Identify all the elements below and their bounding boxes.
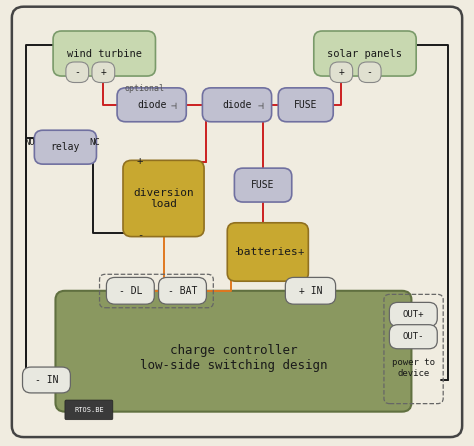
Text: -: - [367, 67, 373, 77]
Text: ⊣: ⊣ [258, 101, 264, 111]
FancyBboxPatch shape [106, 277, 155, 304]
Text: charge controller
low-side switching design: charge controller low-side switching des… [140, 344, 327, 372]
FancyBboxPatch shape [66, 62, 89, 83]
Text: +: + [297, 247, 304, 256]
Text: -: - [74, 67, 80, 77]
Text: power to
device: power to device [392, 358, 435, 378]
Text: optional: optional [125, 84, 164, 93]
Text: NO: NO [25, 138, 35, 147]
Text: -: - [137, 231, 143, 240]
FancyBboxPatch shape [117, 88, 186, 122]
Text: -: - [233, 247, 240, 256]
Text: diversion
load: diversion load [133, 188, 194, 209]
FancyBboxPatch shape [158, 277, 206, 304]
Text: - BAT: - BAT [168, 286, 197, 296]
Text: relay: relay [51, 142, 80, 152]
FancyBboxPatch shape [55, 291, 411, 412]
FancyBboxPatch shape [330, 62, 353, 83]
Text: FUSE: FUSE [251, 180, 275, 190]
Text: wind turbine: wind turbine [67, 49, 142, 58]
Text: RTOS.BE: RTOS.BE [74, 407, 104, 413]
Text: +: + [100, 67, 106, 77]
FancyBboxPatch shape [202, 88, 272, 122]
Text: ⊣: ⊣ [171, 101, 176, 111]
Text: - IN: - IN [35, 375, 58, 385]
FancyBboxPatch shape [35, 130, 97, 164]
FancyBboxPatch shape [12, 7, 462, 437]
FancyBboxPatch shape [92, 62, 115, 83]
FancyBboxPatch shape [390, 325, 437, 349]
Text: +: + [137, 156, 143, 165]
Text: FUSE: FUSE [294, 100, 318, 110]
FancyBboxPatch shape [53, 31, 155, 76]
Text: OUT+: OUT+ [402, 310, 424, 319]
Text: batteries: batteries [237, 247, 298, 257]
FancyBboxPatch shape [227, 223, 308, 281]
Text: diode: diode [222, 100, 252, 110]
FancyBboxPatch shape [123, 160, 204, 236]
FancyBboxPatch shape [65, 400, 113, 420]
Text: diode: diode [137, 100, 166, 110]
FancyBboxPatch shape [390, 302, 437, 326]
FancyBboxPatch shape [23, 367, 71, 393]
Text: solar panels: solar panels [328, 49, 402, 58]
Text: + IN: + IN [299, 286, 322, 296]
FancyBboxPatch shape [234, 168, 292, 202]
FancyBboxPatch shape [278, 88, 333, 122]
FancyBboxPatch shape [314, 31, 416, 76]
Text: +: + [338, 67, 344, 77]
FancyBboxPatch shape [285, 277, 336, 304]
Text: OUT-: OUT- [402, 332, 424, 341]
Text: - DL: - DL [118, 286, 142, 296]
FancyBboxPatch shape [358, 62, 381, 83]
Text: NC: NC [90, 138, 100, 147]
